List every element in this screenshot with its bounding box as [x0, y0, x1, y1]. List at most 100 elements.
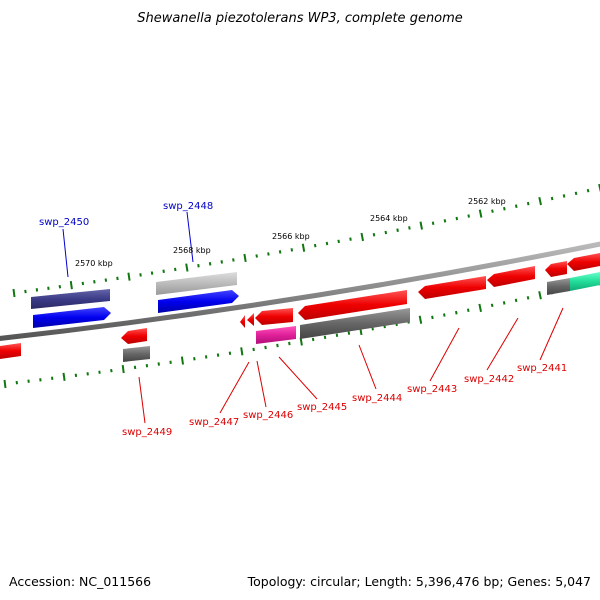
outer-tick: [408, 226, 411, 230]
label-swp-2441[interactable]: swp_2441: [517, 363, 567, 374]
inner-tick: [490, 303, 494, 308]
feature-swp-2444[interactable]: [300, 308, 410, 339]
label-swp-2446[interactable]: swp_2446: [243, 410, 293, 421]
callout-swp-2442: [486, 317, 519, 371]
outer-tick: [139, 273, 142, 277]
label-swp-2450[interactable]: swp_2450: [39, 217, 89, 228]
outer-tick: [278, 250, 282, 254]
outer-tick: [185, 263, 189, 272]
inner-tick: [228, 351, 232, 355]
inner-tick: [418, 315, 423, 324]
inner-tick: [121, 364, 125, 374]
inner-tick: [311, 337, 315, 342]
outer-tick: [562, 194, 566, 198]
callout-swp-2448: [186, 211, 194, 263]
ruler-label-2562: 2562 kbp: [468, 197, 506, 206]
outer-tick: [325, 241, 329, 246]
inner-tick: [538, 291, 542, 300]
ruler-label-2566: 2566 kbp: [272, 232, 310, 241]
gene-swp-2447a[interactable]: [240, 315, 245, 328]
outer-tick: [12, 288, 16, 298]
outer-tick: [58, 284, 62, 289]
outer-tick: [550, 196, 554, 201]
inner-tick: [502, 301, 506, 305]
inner-tick: [264, 345, 267, 350]
accession-text: Accession: NC_011566: [9, 574, 151, 589]
outer-tick: [467, 214, 470, 218]
label-swp-2449[interactable]: swp_2449: [122, 427, 172, 438]
outer-tick: [116, 276, 119, 281]
inner-tick: [455, 310, 458, 315]
gene-swp-2442[interactable]: [487, 266, 535, 287]
outer-tick: [93, 280, 96, 284]
inner-tick: [62, 372, 66, 381]
outer-tick: [174, 267, 177, 272]
feature-swp-2441-gray[interactable]: [547, 278, 570, 295]
inner-tick: [323, 335, 327, 340]
outer-tick: [255, 254, 258, 258]
outer-tick: [372, 233, 376, 237]
ruler-label-2564: 2564 kbp: [370, 214, 408, 223]
gene-swp-2446[interactable]: [255, 308, 293, 325]
label-swp-2448[interactable]: swp_2448: [163, 201, 213, 212]
inner-tick: [514, 298, 518, 303]
genome-backbone: [0, 241, 600, 341]
inner-tick: [347, 331, 351, 335]
inner-tick: [204, 355, 208, 359]
outer-tick: [267, 252, 270, 256]
outer-tick: [538, 196, 542, 206]
outer-tick: [478, 209, 483, 218]
callout-swp-2443: [429, 327, 460, 382]
gene-swp-2443[interactable]: [418, 276, 486, 299]
outer-tick: [349, 237, 352, 241]
gene-swp-2441b[interactable]: [567, 253, 600, 271]
outer-tick: [419, 221, 423, 230]
inner-tick: [110, 368, 113, 373]
outer-tick: [443, 219, 447, 223]
gene-swp-2447b[interactable]: [247, 313, 254, 326]
inner-tick: [335, 333, 339, 337]
gene-swp-2449[interactable]: [121, 328, 147, 344]
feature-swp-2449[interactable]: [123, 346, 150, 362]
feature-swp-2448[interactable]: [156, 272, 237, 295]
callout-swp-2447: [219, 361, 250, 414]
inner-tick: [252, 347, 255, 352]
inner-tick: [193, 357, 196, 361]
outer-tick: [384, 230, 388, 235]
outer-tick: [360, 232, 364, 242]
label-swp-2447[interactable]: swp_2447: [189, 417, 239, 428]
label-swp-2443[interactable]: swp_2443: [407, 384, 457, 395]
gene-swp-2450[interactable]: [33, 307, 111, 328]
inner-tick: [133, 365, 137, 370]
outer-tick: [337, 239, 340, 244]
label-swp-2444[interactable]: swp_2444: [352, 393, 402, 404]
outer-tick: [598, 183, 600, 193]
label-swp-2445[interactable]: swp_2445: [297, 402, 347, 413]
inner-tick: [443, 313, 446, 317]
outer-tick: [162, 269, 165, 274]
callout-swp-2445: [278, 356, 318, 400]
outer-tick: [313, 243, 317, 248]
outer-tick: [574, 191, 578, 196]
callout-swp-2449: [138, 376, 146, 424]
label-swp-2442[interactable]: swp_2442: [464, 374, 514, 385]
outer-tick: [455, 216, 459, 221]
gene-left-edge[interactable]: [0, 343, 21, 359]
outer-tick: [586, 188, 590, 193]
inner-tick: [526, 296, 530, 300]
gene-swp-2441a[interactable]: [545, 261, 567, 277]
feature-swp-2446[interactable]: [256, 326, 296, 344]
gene-swp-2444[interactable]: [298, 290, 407, 320]
callout-swp-2444: [358, 344, 377, 390]
outer-tick: [396, 228, 399, 232]
feature-swp-2450[interactable]: [31, 289, 110, 309]
outer-tick: [150, 271, 154, 275]
gene-swp-2448[interactable]: [158, 290, 239, 313]
outer-tick: [24, 289, 27, 294]
outer-tick: [503, 206, 506, 211]
inner-tick: [240, 347, 244, 356]
outer-tick: [431, 221, 435, 225]
outer-tick: [232, 258, 235, 262]
feature-swp-2441-teal[interactable]: [570, 272, 600, 291]
